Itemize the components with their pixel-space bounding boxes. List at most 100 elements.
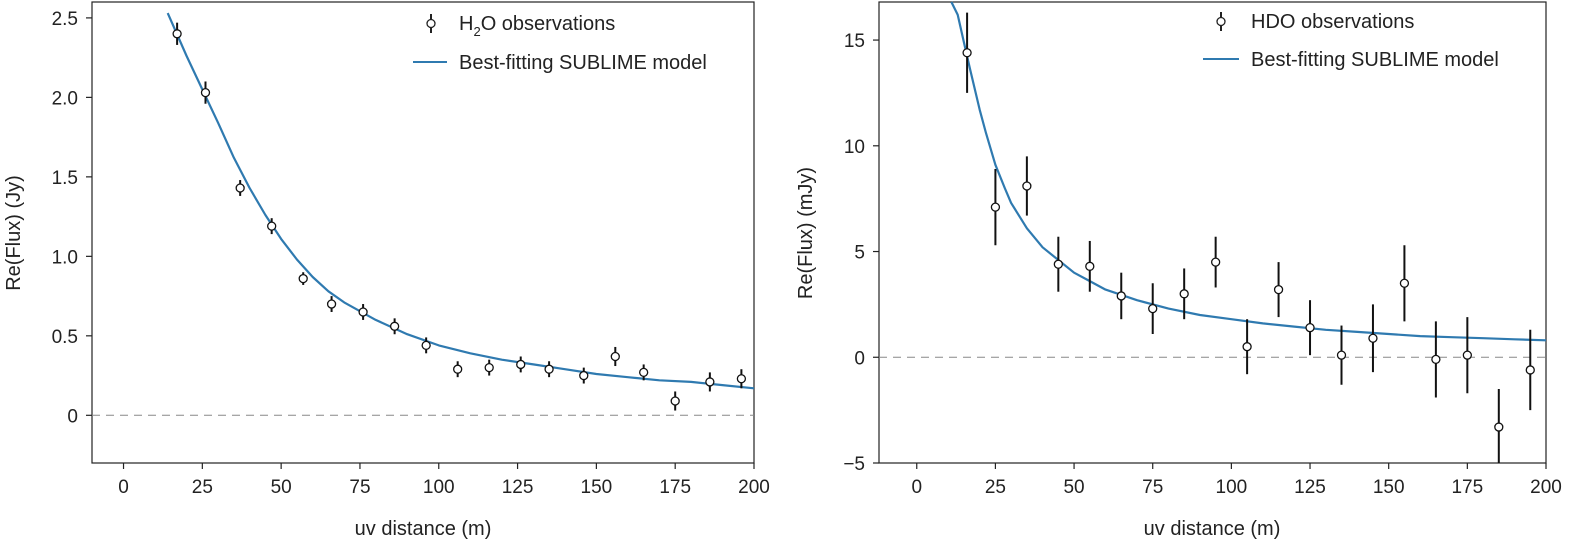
h2o-y-tick-label: 2.0 xyxy=(52,88,78,109)
hdo-data-marker xyxy=(1053,259,1063,269)
hdo-x-tick-label: 0 xyxy=(911,477,922,498)
hdo-data-marker xyxy=(1399,278,1410,288)
hdo-y-ticks: −5 0 5 10 15 xyxy=(843,31,879,475)
hdo-legend-marker xyxy=(1216,12,1226,31)
h2o-observation-point xyxy=(326,296,337,312)
h2o-observation-point xyxy=(670,391,680,411)
h2o-observation-point xyxy=(172,22,182,45)
h2o-observation-point xyxy=(235,180,245,196)
h2o-data-marker xyxy=(670,396,680,406)
h2o-observation-point xyxy=(610,346,620,367)
h2o-data-marker xyxy=(579,370,589,381)
hdo-x-axis-label: uv distance (m) xyxy=(1144,518,1281,540)
hdo-y-tick-label: −5 xyxy=(843,454,865,475)
hdo-observation-point xyxy=(1210,236,1221,288)
hdo-model-line xyxy=(950,1,1547,342)
h2o-data-marker xyxy=(610,351,620,362)
hdo-x-tick-label: 25 xyxy=(985,477,1006,498)
h2o-observation-points xyxy=(172,22,747,411)
h2o-x-tick-label: 0 xyxy=(118,477,129,498)
h2o-observation-point xyxy=(453,361,463,378)
hdo-observation-point xyxy=(1399,245,1410,322)
hdo-data-marker xyxy=(1336,350,1347,360)
hdo-observation-point xyxy=(1525,329,1535,411)
hdo-y-axis-label: Re(Flux) (mJy) xyxy=(795,167,817,299)
h2o-data-marker xyxy=(172,29,182,39)
h2o-x-axis-label: uv distance (m) xyxy=(355,518,492,540)
hdo-observation-point xyxy=(1116,272,1126,320)
h2o-legend-observations: H2O observations xyxy=(459,13,615,39)
h2o-legend: H2O observations Best-fitting SUBLIME mo… xyxy=(413,13,707,74)
h2o-data-marker xyxy=(516,359,526,370)
h2o-y-axis-label: Re(Flux) (Jy) xyxy=(3,175,25,291)
h2o-y-tick-label: 0.5 xyxy=(52,327,78,348)
h2o-data-marker xyxy=(484,362,494,373)
h2o-observation-point xyxy=(421,337,431,354)
hdo-legend-observations: HDO observations xyxy=(1251,11,1414,33)
h2o-observation-point xyxy=(267,218,277,235)
h2o-y-tick-label: 1.0 xyxy=(52,247,78,268)
h2o-observation-point xyxy=(736,369,747,389)
h2o-data-marker xyxy=(639,367,649,378)
h2o-observation-point xyxy=(389,318,400,335)
h2o-x-tick-label: 175 xyxy=(659,477,691,498)
hdo-data-marker xyxy=(1085,261,1095,271)
h2o-x-tick-label: 150 xyxy=(581,477,613,498)
h2o-panel: 0 25 50 75 100 125 150 175 200 00.51.01.52.02.5 … xyxy=(3,1,770,540)
h2o-data-marker xyxy=(453,364,463,374)
h2o-model-curve xyxy=(166,12,755,390)
hdo-observation-point xyxy=(1085,240,1095,292)
h2o-y-tick-label: 1.5 xyxy=(52,168,78,189)
h2o-data-marker xyxy=(705,377,715,387)
h2o-observation-point xyxy=(544,361,554,378)
h2o-data-marker xyxy=(389,321,400,331)
hdo-observation-point xyxy=(1336,325,1347,385)
hdo-data-marker xyxy=(1494,422,1504,432)
h2o-data-marker xyxy=(736,374,747,384)
h2o-data-marker xyxy=(358,307,368,317)
hdo-observation-point xyxy=(1368,304,1378,373)
hdo-data-marker xyxy=(962,48,972,58)
h2o-data-marker xyxy=(267,221,277,231)
hdo-y-tick-label: 5 xyxy=(854,243,865,264)
h2o-x-tick-label: 125 xyxy=(502,477,534,498)
hdo-x-tick-label: 200 xyxy=(1530,477,1562,498)
hdo-data-marker xyxy=(1210,257,1221,267)
h2o-x-tick-label: 50 xyxy=(271,477,292,498)
h2o-x-tick-label: 100 xyxy=(423,477,455,498)
h2o-data-marker xyxy=(298,273,308,284)
hdo-data-marker xyxy=(1116,291,1126,301)
hdo-observation-points xyxy=(962,12,1535,463)
h2o-x-tick-label: 25 xyxy=(192,477,213,498)
hdo-y-tick-label: 0 xyxy=(854,348,865,369)
h2o-observation-point xyxy=(639,364,649,381)
h2o-observation-point xyxy=(516,356,526,373)
hdo-data-marker xyxy=(990,202,1001,212)
h2o-observation-point xyxy=(200,81,211,104)
hdo-observation-point xyxy=(1053,236,1063,292)
hdo-data-marker xyxy=(1431,354,1441,365)
h2o-y-tick-label: 0 xyxy=(67,406,78,427)
hdo-observation-point xyxy=(1022,156,1032,216)
hdo-observation-point xyxy=(1494,388,1504,463)
hdo-observation-point xyxy=(1305,300,1315,356)
hdo-data-marker xyxy=(1242,342,1252,352)
hdo-x-tick-label: 125 xyxy=(1294,477,1326,498)
hdo-y-tick-label: 15 xyxy=(844,31,865,52)
h2o-observation-point xyxy=(358,304,368,320)
hdo-observation-point xyxy=(1431,321,1441,398)
hdo-x-tick-label: 150 xyxy=(1373,477,1405,498)
h2o-data-marker xyxy=(326,299,337,309)
hdo-legend: HDO observations Best-fitting SUBLIME mo… xyxy=(1203,11,1499,71)
hdo-observation-point xyxy=(1273,262,1284,318)
h2o-y-tick-label: 2.5 xyxy=(52,9,78,30)
hdo-data-marker xyxy=(1368,333,1378,343)
hdo-legend-model: Best-fitting SUBLIME model xyxy=(1251,49,1499,71)
h2o-data-marker xyxy=(235,183,245,193)
h2o-y-ticks: 0 0.5 1.0 1.5 2.0 2.5 xyxy=(52,9,92,427)
hdo-model-curve xyxy=(950,1,1547,342)
hdo-x-ticks: 0 25 50 75 100 125 150 175 200 xyxy=(911,463,1562,498)
h2o-observation-point xyxy=(484,359,494,376)
hdo-observation-point xyxy=(1242,319,1252,375)
